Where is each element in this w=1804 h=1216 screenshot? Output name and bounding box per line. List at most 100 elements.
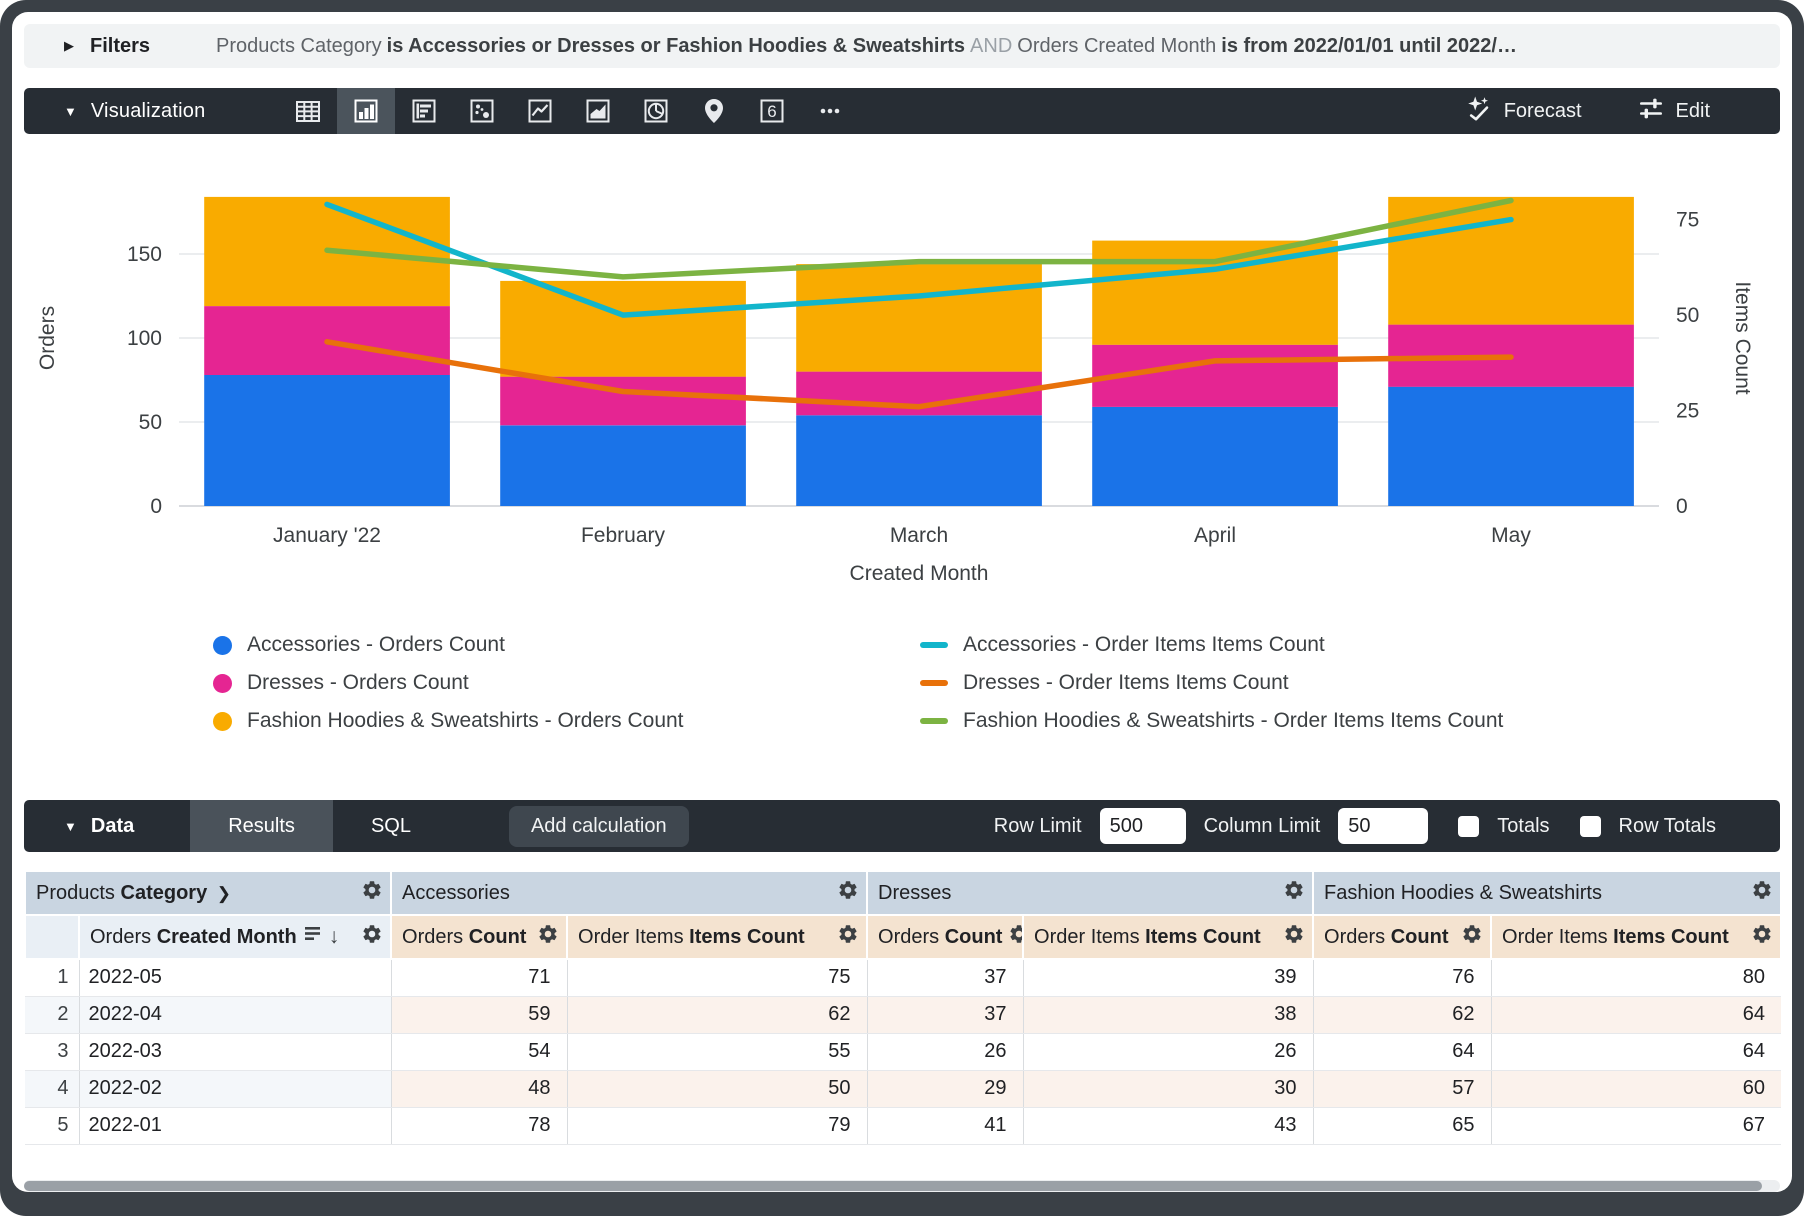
dimension-cell[interactable]: 2022-03: [79, 1033, 392, 1071]
single-value-icon[interactable]: 6: [743, 88, 801, 134]
filters-expand-caret-icon[interactable]: ▶: [64, 38, 74, 53]
measure-cell[interactable]: 64: [1491, 996, 1782, 1034]
data-tabs: Results SQL: [134, 800, 449, 852]
measure-cell[interactable]: 65: [1313, 1107, 1492, 1145]
sort-desc-arrow-icon[interactable]: ↓: [328, 925, 340, 948]
bar-segment[interactable]: [500, 280, 746, 377]
map-icon[interactable]: [685, 88, 743, 134]
bar-segment[interactable]: [796, 415, 1042, 506]
measure-cell[interactable]: 39: [1023, 959, 1314, 997]
pivot-group-header[interactable]: Accessories: [390, 870, 869, 916]
bar-segment[interactable]: [1092, 406, 1338, 506]
gear-icon[interactable]: [361, 923, 383, 951]
measure-cell[interactable]: 37: [867, 959, 1024, 997]
dimension-cell[interactable]: 2022-05: [79, 959, 392, 997]
measure-cell[interactable]: 71: [391, 959, 568, 997]
measure-cell[interactable]: 76: [1313, 959, 1492, 997]
measure-cell[interactable]: 79: [567, 1107, 868, 1145]
measure-cell[interactable]: 80: [1491, 959, 1782, 997]
measure-column-header[interactable]: Order Items Items Count: [1490, 914, 1783, 960]
pivot-group-header[interactable]: Fashion Hoodies & Sweatshirts: [1312, 870, 1783, 916]
measure-cell[interactable]: 59: [391, 996, 568, 1034]
measure-column-header[interactable]: Orders Count: [390, 914, 569, 960]
line-series[interactable]: [324, 197, 1514, 280]
gear-icon[interactable]: [361, 879, 383, 907]
horizontal-scrollbar[interactable]: [24, 1180, 1780, 1192]
measure-cell[interactable]: 29: [867, 1070, 1024, 1108]
gear-icon[interactable]: [537, 923, 559, 951]
pie-chart-icon[interactable]: [627, 88, 685, 134]
table-row: 1 2022-05 71 75 37 39 76 80: [25, 959, 1782, 997]
area-chart-icon[interactable]: [569, 88, 627, 134]
bar-chart-icon[interactable]: [395, 88, 453, 134]
chart-area: 0 50 100 150 0 25 50 75 January '22 February March…: [24, 134, 1780, 746]
line-chart-icon[interactable]: [511, 88, 569, 134]
gear-icon[interactable]: [1283, 879, 1305, 907]
measure-cell[interactable]: 37: [867, 996, 1024, 1034]
gear-icon[interactable]: [1008, 923, 1022, 951]
column-chart-icon[interactable]: [337, 88, 396, 134]
dimension-group-header[interactable]: Products Category ❯: [23, 870, 393, 916]
measure-cell[interactable]: 48: [391, 1070, 568, 1108]
gear-icon[interactable]: [1461, 923, 1483, 951]
measure-column-header[interactable]: Order Items Items Count: [1022, 914, 1315, 960]
measure-cell[interactable]: 75: [567, 959, 868, 997]
measure-cell[interactable]: 60: [1491, 1070, 1782, 1108]
scatter-plot-icon[interactable]: [453, 88, 511, 134]
measure-cell[interactable]: 41: [867, 1107, 1024, 1145]
totals-checkbox[interactable]: [1458, 815, 1480, 837]
gear-icon[interactable]: [837, 879, 859, 907]
dimension-cell[interactable]: 2022-04: [79, 996, 392, 1034]
dimension-column-header[interactable]: Orders Created Month ↓: [77, 914, 393, 960]
legend-dot-icon: [213, 635, 232, 655]
line-series[interactable]: [324, 201, 1514, 318]
measure-cell[interactable]: 26: [1023, 1033, 1314, 1071]
horizontal-scrollbar-thumb[interactable]: [24, 1181, 1763, 1191]
measure-column-header[interactable]: Orders Count: [866, 914, 1025, 960]
row-totals-checkbox[interactable]: [1579, 815, 1601, 837]
forecast-button[interactable]: Forecast: [1466, 95, 1582, 127]
measure-cell[interactable]: 30: [1023, 1070, 1314, 1108]
gear-icon[interactable]: [1751, 923, 1773, 951]
column-limit-input[interactable]: [1338, 808, 1429, 844]
measure-cell[interactable]: 57: [1313, 1070, 1492, 1108]
gear-icon[interactable]: [1283, 923, 1305, 951]
measure-cell[interactable]: 64: [1313, 1033, 1492, 1071]
measure-cell[interactable]: 50: [567, 1070, 868, 1108]
filters-bar[interactable]: ▶ Filters Products Category is Accessorie…: [24, 24, 1780, 68]
add-calculation-button[interactable]: Add calculation: [508, 805, 689, 847]
bar-segment[interactable]: [204, 375, 450, 506]
more-options-icon[interactable]: [801, 88, 859, 134]
bar-segment[interactable]: [500, 376, 746, 426]
measure-cell[interactable]: 62: [567, 996, 868, 1034]
tab-sql[interactable]: SQL: [370, 814, 411, 837]
measure-cell[interactable]: 62: [1313, 996, 1492, 1034]
measure-cell[interactable]: 43: [1023, 1107, 1314, 1145]
measure-cell[interactable]: 26: [867, 1033, 1024, 1071]
bar-segment[interactable]: [1388, 386, 1634, 506]
bar-segment[interactable]: [500, 425, 746, 506]
data-collapse-caret-icon[interactable]: ▼: [64, 818, 77, 834]
subtotal-sort-icon[interactable]: [303, 925, 323, 949]
pivot-group-header[interactable]: Dresses: [866, 870, 1315, 916]
measure-cell[interactable]: 64: [1491, 1033, 1782, 1071]
measure-cell[interactable]: 54: [391, 1033, 568, 1071]
edit-button[interactable]: Edit: [1638, 95, 1710, 127]
bar-segment[interactable]: [796, 264, 1042, 372]
measure-cell[interactable]: 55: [567, 1033, 868, 1071]
measure-column-header[interactable]: Orders Count: [1312, 914, 1493, 960]
gear-icon[interactable]: [1751, 879, 1773, 907]
tab-results[interactable]: Results: [190, 800, 333, 852]
dimension-cell[interactable]: 2022-01: [79, 1107, 392, 1145]
table-chart-icon[interactable]: [279, 88, 337, 134]
measure-cell[interactable]: 67: [1491, 1107, 1782, 1145]
line-series[interactable]: [324, 339, 1514, 410]
measure-column-header[interactable]: Order Items Items Count: [566, 914, 869, 960]
visualization-collapse-caret-icon[interactable]: ▼: [64, 103, 77, 119]
measure-cell[interactable]: 78: [391, 1107, 568, 1145]
gear-icon[interactable]: [837, 923, 859, 951]
dimension-cell[interactable]: 2022-02: [79, 1070, 392, 1108]
row-limit-input[interactable]: [1099, 808, 1186, 844]
measure-cell[interactable]: 38: [1023, 996, 1314, 1034]
